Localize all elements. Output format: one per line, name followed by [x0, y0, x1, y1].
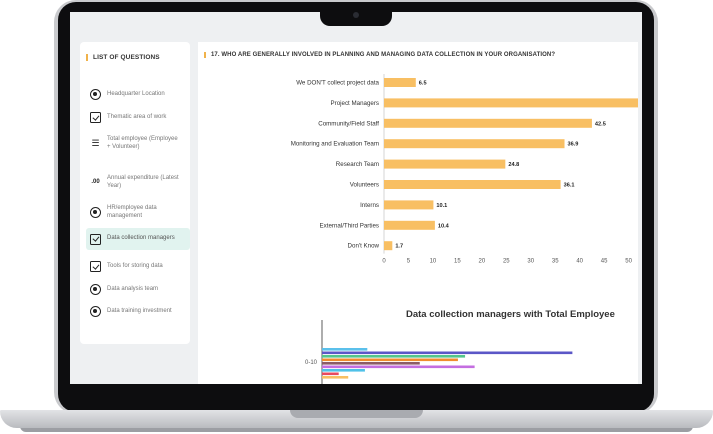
x-tick-label: 20	[479, 259, 486, 265]
employee-bar-chart: 0-10	[305, 320, 573, 384]
sidebar-item-label: Tools for storing data	[107, 262, 163, 269]
sidebar-item-label: Thematic area of work	[107, 113, 167, 120]
laptop-base-shadow	[20, 426, 693, 432]
category-label: We DON'T collect project data	[296, 80, 379, 87]
bar	[384, 220, 435, 230]
sidebar-item-label: Data collection managers	[107, 235, 175, 242]
radio-icon	[90, 284, 101, 295]
chart-title: Data collection managers with Total Empl…	[406, 309, 615, 320]
category-label: Research Team	[336, 161, 379, 168]
sidebar-item-label: HR/employee data management	[107, 205, 157, 219]
list-icon: ☰	[91, 138, 100, 148]
x-tick-label: 50	[625, 259, 632, 265]
checkbox-icon	[90, 233, 101, 245]
x-tick-label: 0	[382, 259, 386, 265]
app-screen: LIST OF QUESTIONS Headquarter Location T…	[70, 12, 642, 384]
question-results-panel: 17. WHO ARE GENERALLY INVOLVED IN PLANNI…	[198, 42, 638, 384]
sidebar-item-label: Headquarter Location	[107, 90, 165, 97]
series-bar	[322, 351, 573, 355]
x-tick-label: 10	[430, 259, 437, 265]
laptop-base	[0, 410, 713, 428]
category-label: Monitoring and Evaluation Team	[291, 141, 379, 148]
bar	[384, 78, 416, 87]
involvement-bar-chart: We DON'T collect project data 6.5 Project …	[291, 74, 638, 265]
series-bar	[322, 358, 458, 362]
series-bar	[322, 369, 365, 372]
questions-sidebar: LIST OF QUESTIONS Headquarter Location T…	[80, 42, 190, 344]
radio-icon	[90, 89, 101, 100]
value-label: 36.9	[568, 142, 579, 148]
value-label: 10.4	[438, 223, 450, 229]
category-label: Community/Field Staff	[318, 120, 379, 127]
checkbox-icon	[90, 261, 101, 272]
series-bar	[322, 376, 349, 379]
radio-icon	[90, 306, 101, 317]
question-title: 17. WHO ARE GENERALLY INVOLVED IN PLANNI…	[204, 52, 555, 58]
sidebar-item-data-collection-managers[interactable]: Data collection managers	[86, 228, 190, 250]
sidebar-item-tools-storing-data[interactable]: Tools for storing data	[90, 261, 180, 272]
bar	[384, 118, 592, 128]
camera-icon	[353, 12, 359, 18]
sidebar-item-thematic-area[interactable]: Thematic area of work	[90, 112, 180, 123]
value-label: 1.7	[395, 244, 403, 250]
sidebar-item-label: Annual expenditure (Latest Year)	[107, 175, 179, 189]
x-tick-label: 45	[601, 259, 608, 265]
series-bar	[322, 372, 339, 376]
series-bar	[322, 348, 368, 351]
category-label: Don't Know	[348, 243, 380, 250]
bar	[384, 180, 561, 189]
category-label: Interns	[360, 202, 379, 209]
category-label: External/Third Parties	[320, 222, 380, 229]
category-label: 0-10	[305, 360, 318, 366]
series-bar	[322, 355, 466, 358]
bar	[384, 241, 393, 251]
radio-icon	[90, 207, 101, 218]
sidebar-item-hr-data-management[interactable]: HR/employee data management	[90, 205, 180, 220]
sidebar-item-data-analysis-team[interactable]: Data analysis team	[90, 284, 180, 295]
sidebar-item-annual-expenditure[interactable]: .00 Annual expenditure (Latest Year)	[90, 175, 180, 190]
x-tick-label: 25	[503, 259, 510, 265]
sidebar-item-label: Data analysis team	[107, 285, 159, 292]
sidebar-item-label: Data training investment	[107, 307, 172, 314]
bar	[384, 139, 565, 149]
bar	[384, 98, 638, 108]
x-tick-label: 15	[454, 259, 461, 265]
sidebar-item-total-employee[interactable]: ☰ Total employee (Employee + Volunteer)	[90, 136, 180, 151]
category-label: Project Managers	[331, 100, 380, 107]
x-tick-label: 35	[552, 259, 559, 265]
value-label: 36.1	[564, 183, 575, 189]
sidebar-title: LIST OF QUESTIONS	[86, 54, 160, 61]
sidebar-item-headquarter-location[interactable]: Headquarter Location	[90, 89, 180, 100]
x-tick-label: 5	[407, 259, 411, 265]
bar	[384, 159, 506, 169]
value-label: 10.1	[436, 203, 447, 209]
x-tick-label: 40	[576, 259, 583, 265]
number-icon: .00	[91, 179, 100, 185]
series-bar	[322, 365, 475, 369]
laptop-base-notch	[290, 410, 423, 418]
x-tick-label: 30	[527, 259, 534, 265]
bar	[384, 200, 434, 210]
series-bar	[322, 362, 420, 365]
checkbox-icon	[90, 112, 101, 123]
value-label: 6.5	[419, 81, 427, 87]
sidebar-item-label: Total employee (Employee + Volunteer)	[107, 136, 178, 150]
sidebar-item-data-training[interactable]: Data training investment	[90, 306, 180, 317]
value-label: 24.8	[508, 162, 519, 168]
value-label: 42.5	[595, 121, 606, 127]
category-label: Volunteers	[350, 182, 379, 189]
